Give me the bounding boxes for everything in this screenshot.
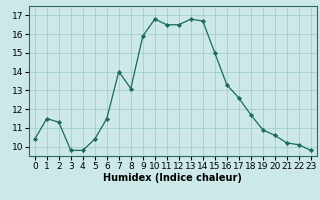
X-axis label: Humidex (Indice chaleur): Humidex (Indice chaleur) [103,173,242,183]
